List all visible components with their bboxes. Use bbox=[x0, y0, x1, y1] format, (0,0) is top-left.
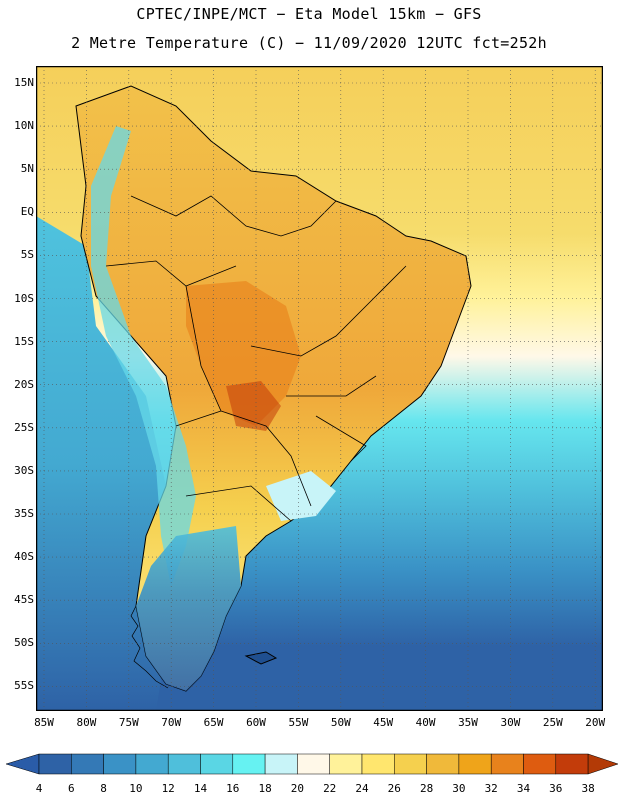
colorbar-swatch bbox=[394, 753, 427, 775]
colorbar-swatch bbox=[490, 753, 524, 775]
colorbar-swatch bbox=[167, 753, 201, 775]
latitude-label: 10S bbox=[14, 291, 34, 305]
hottest-core-region bbox=[226, 381, 281, 431]
longitude-label: 50W bbox=[330, 716, 351, 729]
falkland-islands bbox=[244, 651, 278, 665]
colorbar-high-arrow bbox=[587, 753, 618, 775]
colorbar-tick-label: 28 bbox=[419, 782, 434, 795]
chart-title-line-1: CPTEC/INPE/MCT − Eta Model 15km − GFS bbox=[136, 5, 482, 23]
map-panel bbox=[36, 66, 603, 711]
colorbar-swatch bbox=[38, 753, 72, 775]
colorbar-tick-label: 22 bbox=[323, 782, 337, 795]
latitude-label: 35S bbox=[14, 507, 34, 520]
colorbar-tick-label: 26 bbox=[387, 782, 401, 795]
longitude-label: 75W bbox=[118, 716, 139, 729]
colorbar-tick-label: 16 bbox=[226, 782, 240, 795]
patagonia-cold-region bbox=[136, 526, 241, 691]
latitude-label: 30S bbox=[14, 463, 34, 477]
colorbar-swatch bbox=[297, 753, 330, 775]
longitude-label: 65W bbox=[203, 716, 224, 729]
longitude-label: 60W bbox=[246, 716, 266, 729]
latitude-label: 5N bbox=[20, 162, 34, 176]
latitude-label: 50S bbox=[14, 636, 34, 650]
colorbar-tick-label: 38 bbox=[581, 782, 595, 795]
colorbar-tick-label: 6 bbox=[67, 782, 75, 795]
colorbar-swatch bbox=[135, 753, 169, 775]
colorbar-tick-label: 8 bbox=[100, 782, 107, 795]
latitude-label: 40S bbox=[14, 550, 34, 564]
latitude-label: 55S bbox=[14, 679, 34, 693]
longitude-label: 55W bbox=[288, 716, 309, 729]
colorbar-tick-label: 12 bbox=[161, 782, 175, 795]
colorbar-swatch bbox=[426, 753, 460, 775]
country-borders bbox=[105, 195, 407, 522]
colorbar-swatch bbox=[361, 753, 395, 775]
latitude-label: 45S bbox=[14, 593, 34, 607]
latitude-label: 25S bbox=[14, 420, 34, 434]
colorbar-swatch bbox=[523, 753, 557, 775]
graticule-gridlines bbox=[36, 66, 603, 711]
chart-title-line-2: 2 Metre Temperature (C) − 11/09/2020 12U… bbox=[71, 34, 547, 52]
longitude-label: 45W bbox=[373, 716, 394, 729]
map-frame bbox=[36, 66, 603, 711]
latitude-label: EQ bbox=[20, 205, 34, 219]
colorbar-tick-label: 14 bbox=[193, 782, 208, 795]
colorbar-swatch bbox=[71, 753, 104, 775]
longitude-label: 30W bbox=[500, 716, 521, 729]
colorbar-swatch bbox=[103, 753, 137, 775]
latitude-label: 10N bbox=[14, 119, 34, 133]
colorbar-swatch bbox=[264, 753, 298, 775]
colorbar-swatch bbox=[232, 753, 266, 775]
colorbar-swatch bbox=[329, 753, 363, 775]
longitude-label: 20W bbox=[585, 716, 606, 729]
colorbar-swatch bbox=[458, 753, 492, 775]
latitude-label: 15N bbox=[14, 76, 34, 89]
colorbar-tick-label: 24 bbox=[355, 782, 369, 795]
chilean-fjord-coast bbox=[130, 605, 169, 689]
rio-de-la-plata-cool-patch bbox=[266, 471, 336, 521]
colorbar-swatch bbox=[555, 753, 589, 775]
latitude-label: 20S bbox=[14, 377, 34, 391]
latitude-label: 5S bbox=[20, 248, 34, 262]
andes-cool-band bbox=[91, 126, 196, 586]
colorbar-tick-label: 34 bbox=[516, 782, 531, 795]
colorbar-tick-label: 30 bbox=[452, 782, 466, 795]
temperature-colorbar bbox=[5, 753, 618, 775]
colorbar-tick-label: 4 bbox=[35, 782, 43, 795]
hot-core-region bbox=[186, 281, 301, 426]
longitude-label: 40W bbox=[415, 716, 436, 729]
latitude-label: 15S bbox=[14, 334, 34, 348]
colorbar-swatch bbox=[200, 753, 234, 775]
longitude-label: 85W bbox=[34, 716, 54, 729]
colorbar-tick-label: 18 bbox=[258, 782, 272, 795]
colorbar-low-arrow bbox=[5, 753, 40, 775]
longitude-label: 35W bbox=[458, 716, 478, 729]
colorbar-tick-label: 20 bbox=[290, 782, 305, 795]
colorbar-tick-label: 32 bbox=[484, 782, 498, 795]
colorbar-tick-label: 36 bbox=[549, 782, 563, 795]
colorbar-tick-label: 10 bbox=[129, 782, 143, 795]
temperature-map bbox=[36, 66, 603, 711]
longitude-label: 80W bbox=[76, 716, 97, 729]
colorbar-swatches bbox=[5, 753, 618, 775]
longitude-label: 70W bbox=[161, 716, 182, 729]
longitude-label: 25W bbox=[542, 716, 563, 729]
